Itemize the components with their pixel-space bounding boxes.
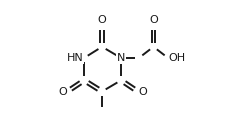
Text: O: O [139, 87, 147, 96]
Text: HN: HN [66, 53, 83, 63]
Text: O: O [149, 15, 158, 25]
Text: N: N [117, 53, 125, 63]
Text: O: O [58, 87, 67, 96]
Text: OH: OH [169, 53, 186, 63]
Text: O: O [98, 15, 106, 25]
